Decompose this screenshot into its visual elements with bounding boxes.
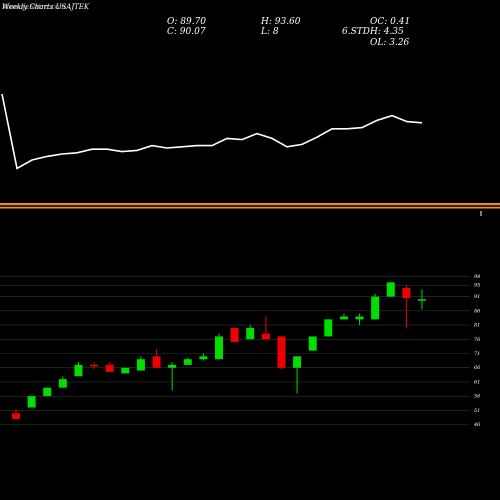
candle-body (58, 379, 67, 388)
line-layer (1, 93, 423, 170)
candle-body (339, 316, 348, 320)
candle-body (74, 364, 83, 377)
band-middle (0, 205, 500, 207)
candle-layer (12, 282, 426, 419)
candle-body (386, 282, 395, 297)
candle-body (371, 296, 380, 320)
candle-body (27, 396, 36, 408)
candle-body (105, 364, 114, 372)
candle-body (152, 356, 161, 368)
candle-body (246, 327, 255, 340)
stdh-label: 6.STDH: 4.35 (342, 27, 404, 37)
high-label: H: 93.60 (261, 17, 301, 27)
low-label: L: 8 (261, 27, 279, 37)
candle-body (355, 316, 364, 320)
y-tick-label: 91 (474, 294, 480, 300)
candle-body (121, 367, 130, 374)
open-label: O: 89.70 (167, 17, 207, 27)
candle-body (261, 333, 270, 340)
price-line-series (1, 93, 423, 170)
oc-label: OC: 0.41 (370, 17, 411, 27)
close-label: C: 90.07 (167, 27, 206, 37)
y-tick-label: 86 (474, 308, 481, 314)
candle-body (136, 359, 145, 371)
y-tick-label: 98 (474, 274, 480, 280)
candle-body (402, 288, 411, 299)
candle-body (12, 413, 20, 419)
candle-body (308, 336, 317, 351)
chart-subtitle: Weekly Charts USAJTEK (2, 3, 90, 11)
band-top-line (0, 203, 500, 205)
y-tick-label: 66 (474, 365, 481, 371)
candle-body (230, 327, 239, 343)
y-tick-label: 81 (474, 323, 480, 329)
candle-body (293, 356, 302, 368)
candle-body (215, 336, 223, 360)
y-tick-label: 56 (474, 394, 481, 400)
y-tick-label: 61 (474, 379, 480, 385)
ol-label: OL: 3.26 (370, 38, 410, 48)
band-layer (0, 203, 500, 216)
candle-body (43, 387, 52, 397)
y-tick-label: 51 (474, 408, 480, 414)
y-tick-label: 71 (474, 351, 480, 357)
candle-body (324, 319, 333, 337)
candle-body (199, 356, 208, 360)
candle-body (418, 299, 426, 301)
y-tick-label: 95 (474, 283, 480, 289)
y-tick-label: 76 (474, 337, 481, 343)
y-tick-label: 46 (473, 422, 481, 428)
candle-body (183, 359, 192, 365)
candle-body (90, 364, 99, 367)
candle-body (168, 364, 177, 368)
candle-body (277, 336, 286, 368)
band-bottom-line (0, 207, 500, 209)
site-name: MunafaSutra.com (2, 3, 66, 11)
